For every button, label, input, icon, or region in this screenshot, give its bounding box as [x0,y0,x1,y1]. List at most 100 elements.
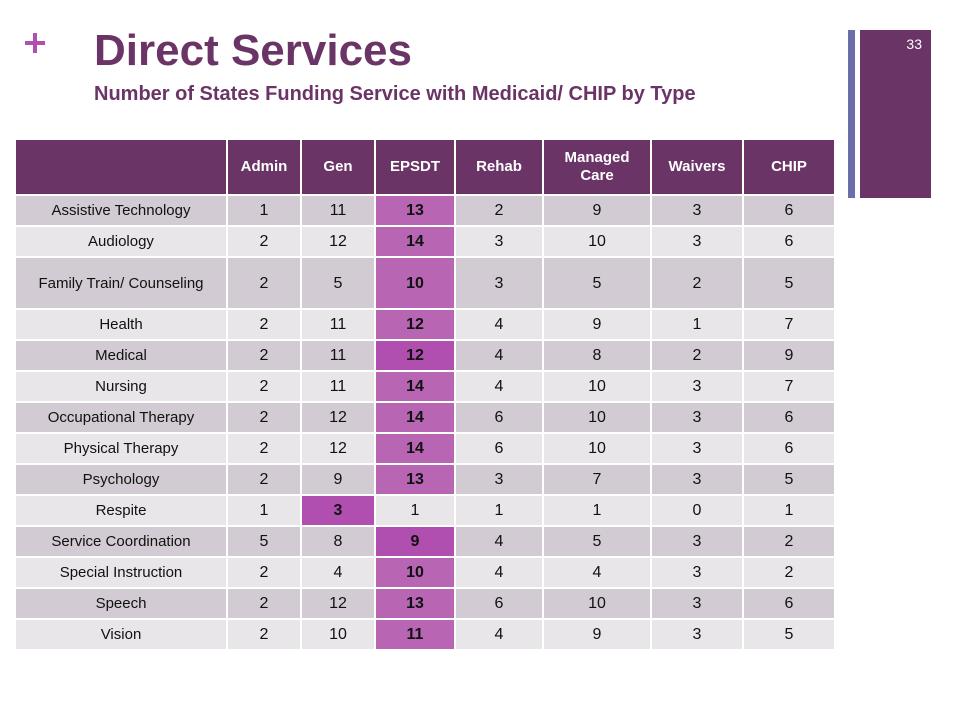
table-cell: 2 [226,256,302,310]
table-cell: 7 [742,308,836,341]
table-cell: 3 [650,401,744,434]
table-row: Assistive Technology 1 11 13 2 9 3 6 [14,194,836,227]
table-cell-highlight: 11 [374,618,456,651]
table-row: Nursing 2 11 14 4 10 3 7 [14,370,836,403]
table-cell: 4 [454,339,544,372]
table-cell: 5 [300,256,376,310]
column-header: EPSDT [374,138,456,196]
table-cell-highlight: 13 [374,587,456,620]
table-cell: 3 [650,194,744,227]
table-cell: 6 [454,432,544,465]
table-cell: 2 [226,463,302,496]
table-cell: 3 [650,525,744,558]
column-header [14,138,228,196]
table-cell: 9 [542,618,652,651]
table-cell: 11 [300,339,376,372]
table-cell: 11 [300,194,376,227]
table-row: Special Instruction 2 4 10 4 4 3 2 [14,556,836,589]
table-cell: 10 [542,587,652,620]
table-cell-highlight: 14 [374,432,456,465]
table-cell: 3 [454,463,544,496]
table-row: Psychology 2 9 13 3 7 3 5 [14,463,836,496]
table-cell: 7 [742,370,836,403]
table-cell: 10 [300,618,376,651]
table-cell: 5 [742,256,836,310]
table-cell: 4 [300,556,376,589]
column-header: Waivers [650,138,744,196]
table-cell-highlight: 10 [374,256,456,310]
table-cell-highlight: 14 [374,370,456,403]
table-cell: 2 [650,339,744,372]
table-cell: 8 [300,525,376,558]
table-cell: 5 [542,525,652,558]
table-cell: 2 [226,308,302,341]
row-label: Family Train/ Counseling [14,256,228,310]
table-cell: 4 [454,370,544,403]
table-cell: 5 [742,618,836,651]
table-row: Medical 2 11 12 4 8 2 9 [14,339,836,372]
table-cell: 11 [300,308,376,341]
table-cell: 0 [650,494,744,527]
table-cell: 6 [742,401,836,434]
table-cell: 5 [226,525,302,558]
column-header: Gen [300,138,376,196]
table-cell: 9 [542,194,652,227]
table-cell: 3 [650,556,744,589]
slide-subtitle: Number of States Funding Service with Me… [94,83,696,105]
table-row: Family Train/ Counseling 2 5 10 3 5 2 5 [14,256,836,310]
column-header: Managed Care [542,138,652,196]
table-cell: 12 [300,401,376,434]
table-cell: 4 [454,618,544,651]
table-cell: 12 [300,432,376,465]
column-header: CHIP [742,138,836,196]
table-header-row: Admin Gen EPSDT Rehab Managed Care Waive… [14,138,836,196]
column-header: Rehab [454,138,544,196]
row-label: Audiology [14,225,228,258]
table-row: Physical Therapy 2 12 14 6 10 3 6 [14,432,836,465]
table-cell: 2 [226,432,302,465]
table-cell: 4 [542,556,652,589]
table-cell-highlight: 3 [300,494,376,527]
table-cell: 9 [300,463,376,496]
table-cell: 3 [454,225,544,258]
table-cell-highlight: 9 [374,525,456,558]
table-cell: 2 [226,225,302,258]
table-cell: 6 [742,587,836,620]
row-label: Medical [14,339,228,372]
table-cell: 2 [226,370,302,403]
table-cell-highlight: 12 [374,339,456,372]
table-row: Audiology 2 12 14 3 10 3 6 [14,225,836,258]
table-cell: 2 [454,194,544,227]
table-row: Respite 1 3 1 1 1 0 1 [14,494,836,527]
table-cell: 3 [650,618,744,651]
table-cell: 12 [300,225,376,258]
table-cell: 1 [226,494,302,527]
table-cell: 10 [542,370,652,403]
table-cell: 4 [454,525,544,558]
table-cell: 1 [542,494,652,527]
table-cell: 3 [454,256,544,310]
table-cell: 2 [226,556,302,589]
table-cell: 2 [226,339,302,372]
table-cell-highlight: 14 [374,401,456,434]
table-cell: 1 [742,494,836,527]
table-cell: 2 [742,525,836,558]
accent-bar [860,30,931,198]
plus-icon [22,30,48,56]
table-cell: 10 [542,225,652,258]
table-row: Service Coordination 5 8 9 4 5 3 2 [14,525,836,558]
slide-title: Direct Services [94,26,412,75]
services-table: Admin Gen EPSDT Rehab Managed Care Waive… [14,138,836,651]
table-cell: 3 [650,463,744,496]
row-label: Physical Therapy [14,432,228,465]
row-label: Speech [14,587,228,620]
table-cell: 3 [650,587,744,620]
table-cell: 6 [742,194,836,227]
table-cell: 6 [742,432,836,465]
table-cell: 1 [374,494,456,527]
table-cell: 2 [226,618,302,651]
table-cell: 2 [650,256,744,310]
table-cell: 5 [742,463,836,496]
table-cell: 5 [542,256,652,310]
table-row: Health 2 11 12 4 9 1 7 [14,308,836,341]
